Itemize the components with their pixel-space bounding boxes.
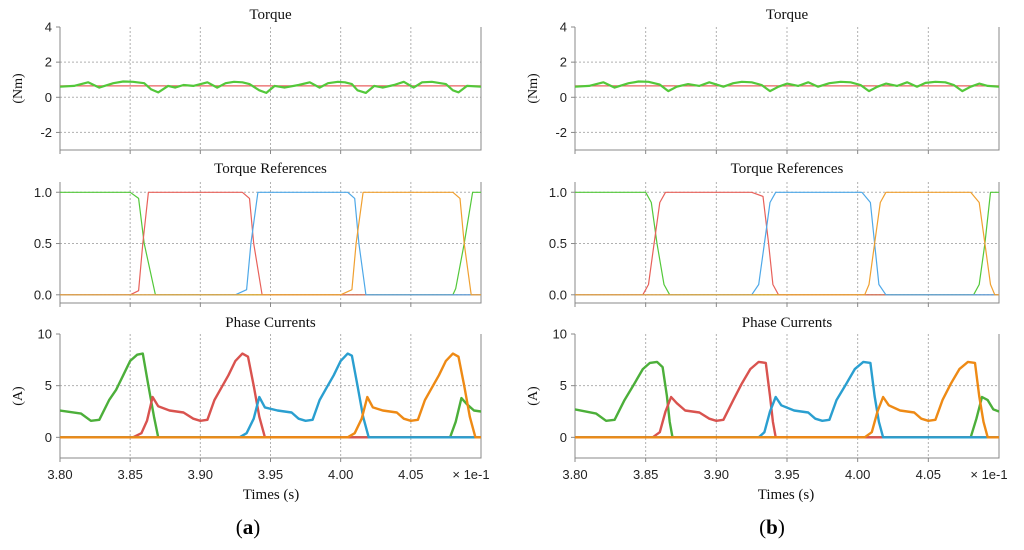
a-torque-ytick-label: 4	[45, 20, 52, 35]
b-currents-ytick-label: 10	[553, 327, 567, 342]
b-currents-xtick-label: 4.00	[845, 467, 870, 482]
x-axis-label-b: Times (s)	[758, 487, 815, 503]
a-refs-ytick-label: 0.0	[34, 287, 52, 302]
a-refs-series-phase-b-ref	[60, 191, 481, 296]
panel-label-a-letter: a	[243, 515, 254, 539]
b-currents-xtick-label: 3.90	[704, 467, 729, 482]
a-torque-ytick-label: -2	[40, 125, 52, 140]
a-currents-xtick-label: 3.90	[188, 467, 213, 482]
a-currents-xtick-label: 4.05	[398, 467, 423, 482]
panel-label-a-open: (	[236, 515, 243, 539]
a-refs-series-phase-c-ref	[60, 191, 481, 296]
b-currents-xtick-label: 3.85	[633, 467, 658, 482]
panel-a-currents: Phase Currents 10 5 0 (A) 3.80 3.85 3.90 3.95 4.0…	[11, 315, 490, 482]
b-currents-title: Phase Currents	[742, 315, 833, 331]
panel-label-b-letter: b	[766, 515, 778, 539]
b-currents-series-phase-c	[575, 360, 999, 439]
a-currents-series-phase-b	[60, 352, 481, 439]
b-refs-series-phase-d-ref	[575, 191, 999, 296]
b-torque-series-torque	[575, 80, 999, 93]
b-currents-series-phase-a	[575, 360, 999, 439]
a-currents-xtick-label: 4.00	[328, 467, 353, 482]
a-torque-ytick-label: 0	[45, 90, 52, 105]
a-torque-ylabel: (Nm)	[11, 73, 26, 104]
b-torque-ylabel: (Nm)	[526, 73, 541, 104]
a-currents-series-phase-a	[60, 352, 481, 439]
b-refs-ytick-label: 0.0	[549, 287, 567, 302]
b-refs-title: Torque References	[731, 161, 844, 177]
b-currents-xtick-label: 3.80	[562, 467, 587, 482]
a-currents-ytick-label: 10	[38, 327, 52, 342]
panel-label-a-close: )	[253, 515, 260, 539]
b-currents-ylabel: (A)	[526, 386, 541, 406]
panel-b-torque: Torque 4 2 0 -2 (Nm)	[526, 7, 1000, 154]
panel-b-currents: Phase Currents 10 5 0 (A) 3.80 3.85 3.90 3.95 4.0…	[526, 315, 1008, 482]
b-currents-series-phase-d	[575, 360, 999, 439]
b-currents-xtick-label: 4.05	[916, 467, 941, 482]
b-refs-series-phase-c-ref	[575, 191, 999, 296]
a-refs-series-phase-d-ref	[60, 191, 481, 296]
b-refs-series-phase-b-ref	[575, 191, 999, 296]
panel-a-torque: Torque 4 2 0 -2 (Nm)	[11, 7, 482, 154]
b-currents-ytick-label: 0	[560, 430, 567, 445]
a-currents-ytick-label: 0	[45, 430, 52, 445]
b-currents-ytick-label: 5	[560, 378, 567, 393]
panel-a-refs: Torque References 1.0 0.5 0.0	[34, 161, 482, 307]
b-torque-ytick-label: 0	[560, 90, 567, 105]
a-currents-title: Phase Currents	[225, 315, 316, 331]
a-torque-series-torque	[60, 80, 481, 95]
a-torque-ytick-label: 2	[45, 55, 52, 70]
a-refs-title: Torque References	[214, 161, 327, 177]
panel-label-b: (b)	[759, 515, 785, 539]
b-refs-ytick-label: 0.5	[549, 236, 567, 251]
b-torque-ytick-label: 4	[560, 20, 567, 35]
a-refs-ytick-label: 1.0	[34, 185, 52, 200]
a-currents-series-phase-c	[60, 352, 481, 439]
a-currents-ylabel: (A)	[11, 386, 26, 406]
panel-label-a: (a)	[236, 515, 261, 539]
b-refs-ytick-label: 1.0	[549, 185, 567, 200]
b-torque-ytick-label: -2	[555, 125, 567, 140]
b-currents-series-phase-b	[575, 360, 999, 439]
b-currents-x-scale-note: × 1e-1	[970, 467, 1007, 482]
a-currents-series-phase-d	[60, 352, 481, 439]
a-currents-x-scale-note: × 1e-1	[452, 467, 489, 482]
b-torque-title: Torque	[766, 7, 809, 23]
a-currents-xtick-label: 3.85	[118, 467, 143, 482]
panel-label-b-close: )	[778, 515, 785, 539]
a-currents-xtick-label: 3.95	[258, 467, 283, 482]
b-torque-ytick-label: 2	[560, 55, 567, 70]
a-currents-ytick-label: 5	[45, 378, 52, 393]
b-currents-xtick-label: 3.95	[774, 467, 799, 482]
a-torque-title: Torque	[249, 7, 292, 23]
panel-b-refs: Torque References 1.0 0.5 0.0	[549, 161, 1000, 307]
panel-label-b-open: (	[759, 515, 766, 539]
a-refs-ytick-label: 0.5	[34, 236, 52, 251]
a-currents-xtick-label: 3.80	[47, 467, 72, 482]
x-axis-label-a: Times (s)	[243, 487, 300, 503]
